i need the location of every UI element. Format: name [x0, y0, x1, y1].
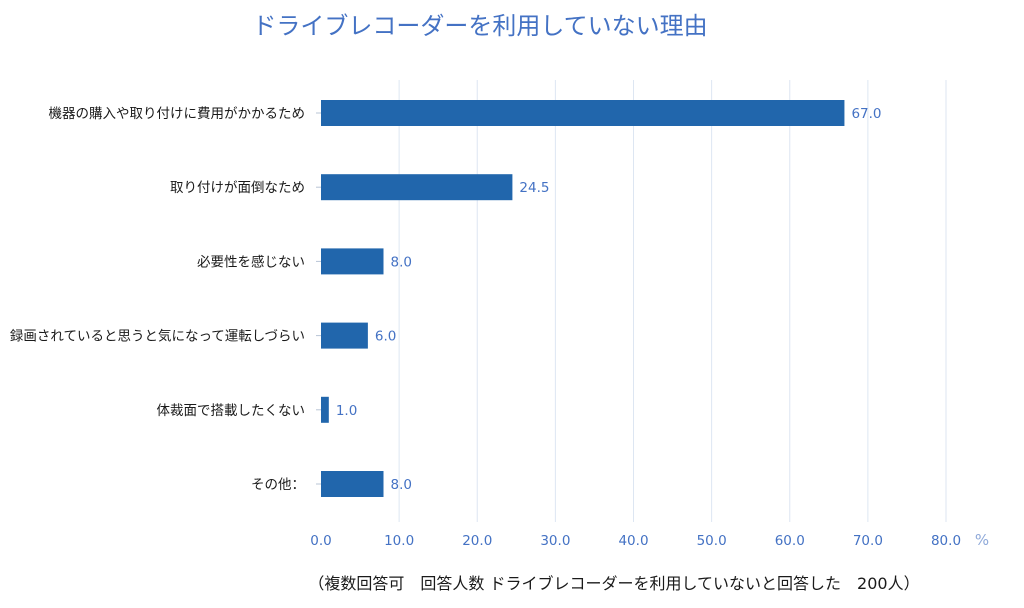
- bars: 67.0 24.5 8.0 6.0 1.0 8.0: [321, 100, 882, 497]
- x-tick-label: 50.0: [697, 533, 727, 549]
- x-tick-label: 60.0: [775, 533, 805, 549]
- value-label: 1.0: [336, 403, 357, 419]
- footnote: （複数回答可 回答人数 ドライブレコーダーを利用していないと回答した 200人）: [308, 574, 919, 593]
- bar: [321, 322, 368, 349]
- value-label: 24.5: [519, 180, 549, 196]
- category-label: 体裁面で搭載したくない: [157, 403, 306, 419]
- x-tick-label: 0.0: [310, 533, 331, 549]
- value-label: 8.0: [391, 477, 412, 493]
- x-tick-label: 70.0: [853, 533, 883, 549]
- value-label: 67.0: [851, 106, 881, 122]
- category-label: 機器の購入や取り付けに費用がかかるため: [49, 106, 306, 122]
- category-labels: 機器の購入や取り付けに費用がかかるため取り付けが面倒なため必要性を感じない録画さ…: [10, 106, 305, 493]
- x-tick-label: 80.0: [931, 533, 961, 549]
- category-label: その他：: [251, 477, 305, 493]
- bar: [321, 396, 329, 423]
- chart-title: ドライブレコーダーを利用していない理由: [252, 12, 707, 40]
- x-tick-label: 10.0: [384, 533, 414, 549]
- bar: [321, 471, 384, 497]
- x-tick-label: 40.0: [618, 533, 648, 549]
- grid: [316, 80, 947, 522]
- x-axis-ticks: 0.0 10.0 20.0 30.0 40.0 50.0 60.0 70.0 80.0: [310, 533, 961, 549]
- category-label: 必要性を感じない: [197, 253, 305, 270]
- x-axis-unit: %: [975, 531, 989, 549]
- bar: [321, 174, 513, 201]
- value-label: 6.0: [375, 329, 396, 345]
- bar: [321, 100, 845, 126]
- x-tick-label: 30.0: [540, 533, 570, 549]
- x-tick-label: 20.0: [462, 533, 492, 549]
- value-label: 8.0: [391, 254, 412, 270]
- category-label: 取り付けが面倒なため: [170, 180, 305, 196]
- bar: [321, 248, 384, 275]
- category-label: 録画されていると思うと気になって運転しづらい: [10, 329, 305, 345]
